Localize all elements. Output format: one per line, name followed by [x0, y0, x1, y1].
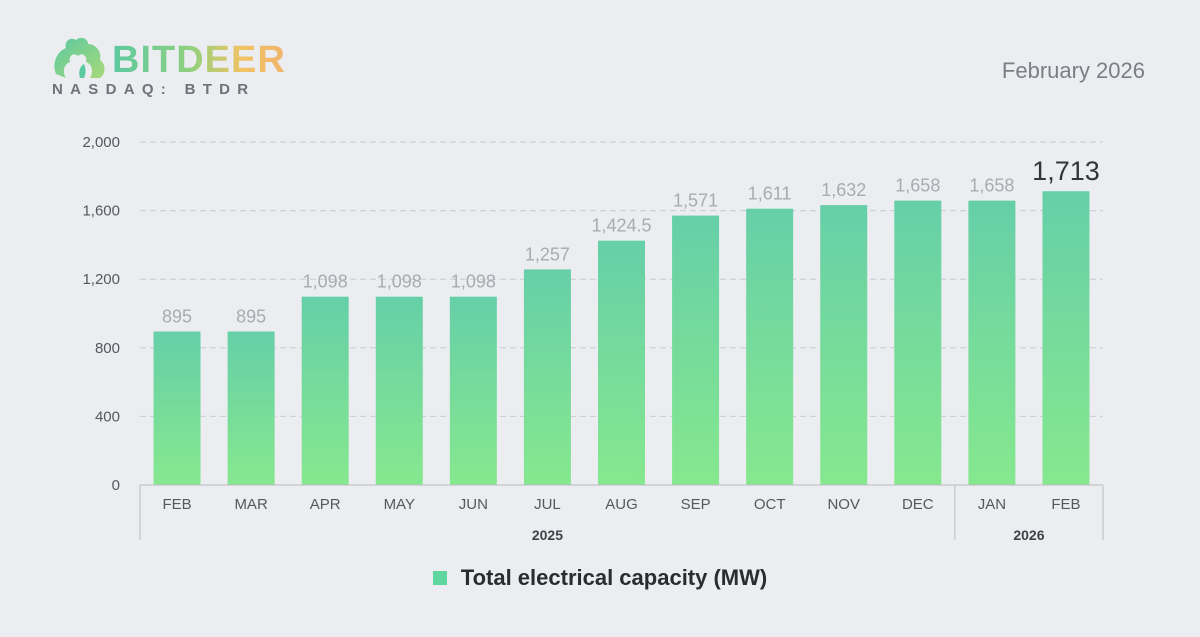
bar [746, 208, 794, 485]
value-label: 1,571 [673, 191, 718, 211]
bar [894, 200, 942, 485]
value-label: 1,098 [303, 272, 348, 292]
bar [1042, 191, 1090, 485]
y-axis-ticks: 0 400 800 1,200 1,600 2,000 [82, 134, 120, 494]
x-tick-label: FEB [1051, 496, 1080, 513]
group-label: 2025 [532, 527, 563, 543]
highlight-value-label: 1,713 [1032, 156, 1100, 186]
value-label: 895 [236, 307, 266, 327]
bar [820, 205, 868, 485]
deer-logo-icon [54, 37, 105, 78]
y-tick-label: 1,600 [82, 203, 120, 220]
value-label: 1,658 [895, 176, 940, 196]
bitdeer-logo: BITDEER NASDAQ: BTDR [50, 34, 290, 104]
x-tick-label: FEB [162, 496, 191, 513]
report-date: February 2026 [1001, 58, 1145, 83]
x-tick-label: JUN [459, 496, 488, 513]
bar [598, 240, 645, 485]
x-tick-label: MAY [384, 496, 415, 513]
bar [968, 200, 1016, 485]
bar [449, 296, 497, 485]
value-label: 1,257 [525, 244, 570, 264]
chart-legend: Total electrical capacity (MW) [0, 565, 1200, 591]
y-tick-label: 400 [95, 408, 120, 425]
bar [153, 331, 201, 485]
legend-swatch [432, 571, 447, 585]
x-tick-label: JUL [534, 496, 561, 513]
bar [227, 331, 275, 485]
bar [523, 269, 571, 485]
x-tick-label: JAN [978, 496, 1006, 513]
x-tick-label: DEC [902, 496, 934, 513]
bar [301, 296, 349, 485]
value-label: 1,098 [451, 272, 496, 292]
x-tick-label: AUG [605, 496, 638, 513]
x-tick-label: NOV [827, 496, 860, 513]
value-label: 1,658 [969, 176, 1014, 196]
y-tick-label: 800 [95, 340, 120, 357]
group-label: 2026 [1013, 527, 1044, 543]
x-axis: FEB MAR APR MAY JUN JUL AUG SEP OCT NOV DEC JAN FEB 2… [139, 484, 1104, 543]
y-tick-label: 1,200 [82, 271, 120, 288]
x-tick-label: OCT [754, 496, 786, 513]
value-label: 1,098 [377, 272, 422, 292]
y-tick-label: 0 [112, 477, 120, 494]
legend-label: Total electrical capacity (MW) [460, 565, 768, 590]
y-tick-label: 2,000 [82, 134, 120, 151]
value-label: 1,424.5 [591, 216, 651, 236]
value-label: 1,632 [821, 180, 866, 200]
x-tick-label: MAR [234, 496, 268, 513]
ticker-label: NASDAQ: BTDR [52, 81, 256, 98]
bar [672, 215, 720, 486]
value-label: 1,611 [748, 184, 792, 204]
value-labels: 895 895 1,098 1,098 1,098 1,257 1,424.5 1,571 1,… [162, 156, 1100, 326]
value-label: 895 [162, 307, 192, 327]
bar [375, 296, 423, 485]
x-tick-label: APR [310, 496, 341, 513]
x-tick-label: SEP [681, 496, 711, 513]
bars [153, 191, 1090, 486]
